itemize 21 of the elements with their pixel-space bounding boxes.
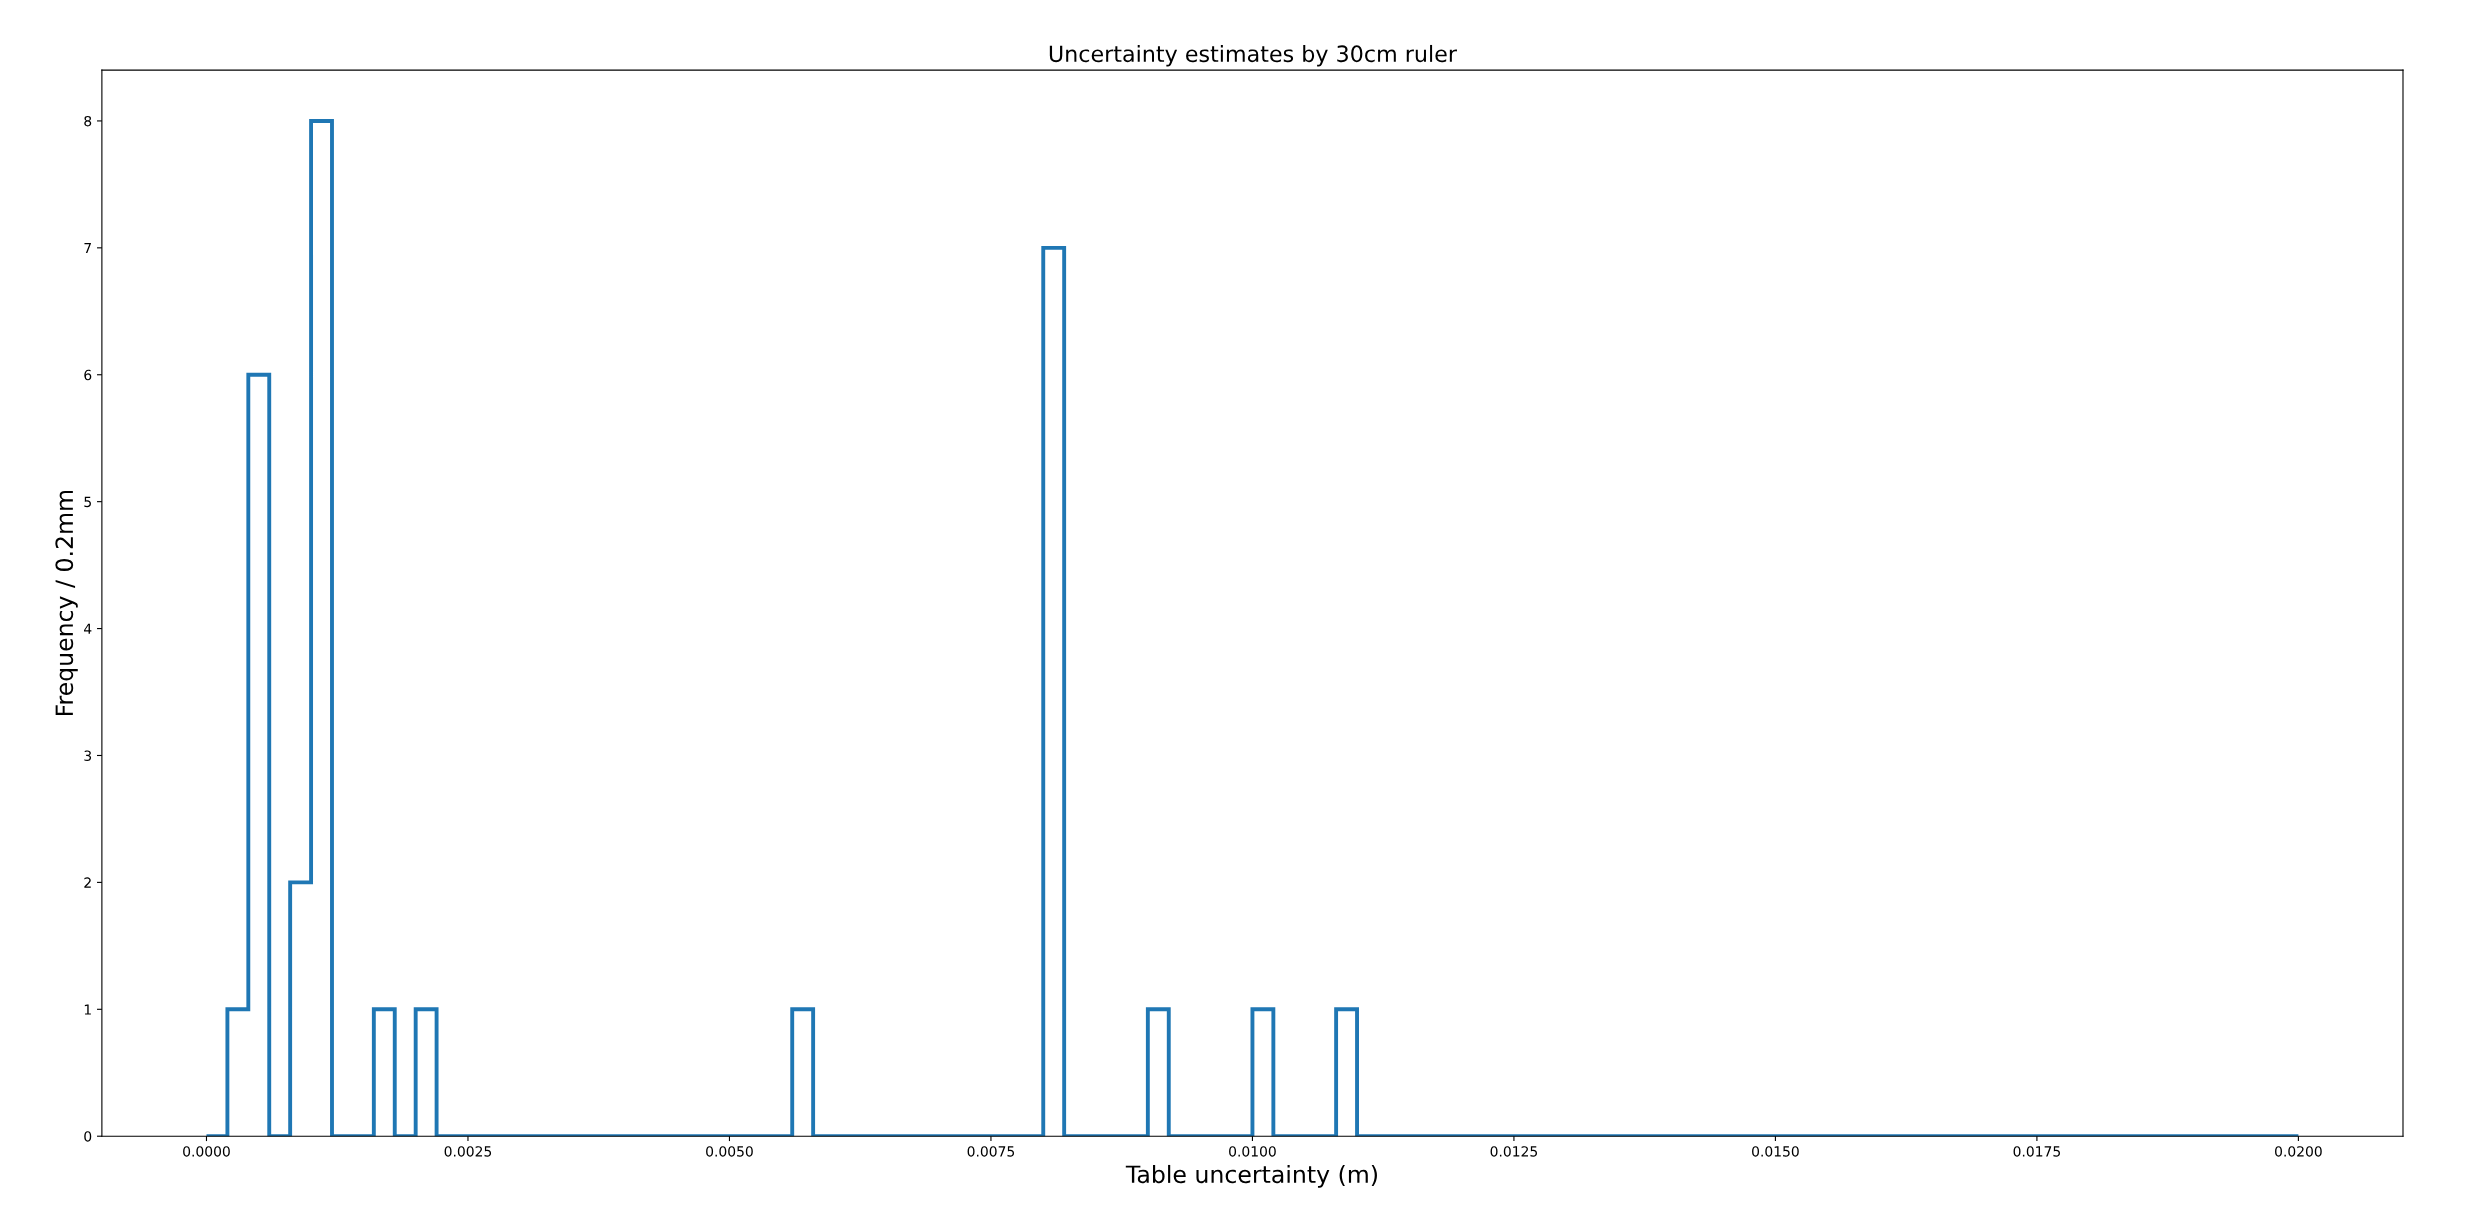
x-tick-label: 0.0025 [444,1146,492,1157]
x-tick-label: 0.0050 [706,1146,753,1157]
x-tick-label: 0.0150 [1752,1146,1799,1157]
y-tick-label: 4 [84,623,92,634]
y-axis-title: Frequency / 0.2mm [55,490,78,716]
x-tick-label: 0.0200 [2275,1146,2322,1157]
chart-title: Uncertainty estimates by 30cm ruler [1049,44,1457,67]
y-tick-label: 5 [84,496,91,508]
y-tick-label: 7 [84,242,91,254]
y-tick-label: 8 [84,115,92,127]
x-tick-label: 0.0175 [2013,1146,2060,1157]
y-tick-label: 3 [84,750,92,761]
x-tick-label: 0.0125 [1490,1146,1538,1157]
x-axis-title: Table uncertainty (m) [1125,1164,1377,1188]
x-tick-label: 0.0075 [967,1146,1015,1157]
y-tick-label: 0 [84,1131,92,1142]
y-tick-label: 2 [84,877,91,888]
x-tick-label: 0.0100 [1229,1146,1276,1157]
x-tick-label: 0.0000 [183,1146,230,1157]
y-tick-label: 1 [84,1004,91,1015]
y-tick-label: 6 [84,369,92,381]
